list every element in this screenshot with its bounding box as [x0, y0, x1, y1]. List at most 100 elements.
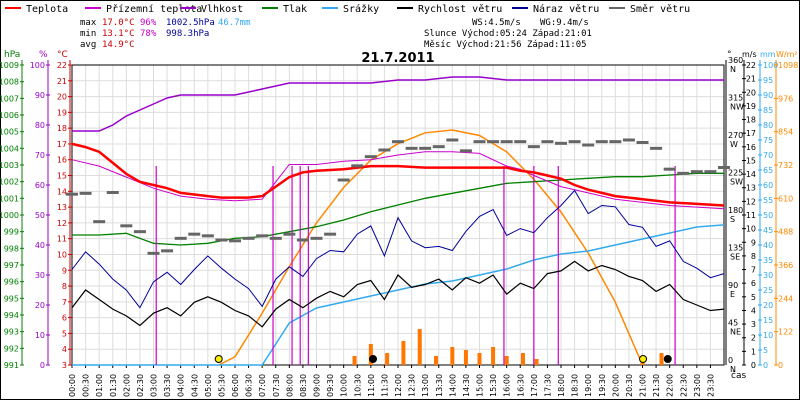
stat-avg-label: avg [80, 40, 96, 50]
wind-dir-mark-8 [174, 236, 187, 240]
axis-x-label-9: 04:30 [190, 374, 199, 397]
wind-dir-mark-26 [419, 146, 432, 150]
axis-hpa-label-16: 1007 [0, 94, 19, 103]
axis-ms-label-6: 6 [751, 279, 756, 288]
legend-label-0: Teplota [26, 4, 68, 15]
axis-dir-side-1: NE [730, 328, 741, 337]
series-pressure [72, 172, 724, 246]
axis-dir-side-5: SW [730, 178, 743, 187]
axis-ms-label-17: 17 [746, 129, 756, 138]
axis-x-label-38: 19:00 [584, 374, 593, 397]
axis-x-label-0: 00:00 [68, 374, 77, 397]
axis-mm-label-17: 85 [763, 106, 773, 115]
wind-dir-mark-28 [446, 138, 459, 142]
axis-x-label-29: 14:30 [462, 374, 471, 397]
axis-dir-label-1: 45 [728, 319, 738, 328]
axis-x-label-13: 06:30 [245, 374, 254, 397]
axis-degc-label-14: 17 [57, 140, 67, 149]
axis-x-label-3: 01:30 [109, 374, 118, 397]
wind-dir-mark-48 [718, 166, 730, 169]
axis-wm2-label-9: 1098 [778, 61, 798, 70]
axis-dir-side-8: N [730, 65, 736, 74]
axis-dir-unit: ° [727, 50, 732, 60]
axis-wm2-label-7: 854 [778, 128, 793, 137]
axis-mm-label-8: 40 [763, 241, 773, 250]
wind-dir-mark-25 [405, 146, 418, 150]
stat-max-press: 1002.5hPa [166, 18, 215, 28]
axis-ms-label-21: 21 [746, 75, 756, 84]
axis-ms-label-9: 9 [751, 238, 756, 247]
marker-sunset [639, 355, 648, 363]
rain-bar-0 [352, 356, 357, 365]
axis-mm-label-13: 65 [763, 166, 773, 175]
axis-ms-label-11: 11 [746, 211, 756, 220]
legend-label-5: Rychlost větru [418, 3, 502, 15]
axis-dir-label-6: 270 [728, 131, 743, 140]
chart-title: 21.7.2011 [361, 51, 434, 66]
wind-dir-mark-9 [188, 232, 201, 236]
axis-x-label-15: 07:30 [272, 374, 281, 397]
axes: hPa9919929939949959969979989991000100110… [0, 50, 798, 397]
axis-hpa-label-9: 1000 [0, 211, 19, 220]
axis-x-label-17: 08:30 [299, 374, 308, 397]
axis-pct-label-8: 80 [35, 121, 45, 130]
axis-x-label-34: 17:00 [530, 374, 539, 397]
wind-dir-mark-3 [106, 191, 119, 194]
series-solar [218, 129, 644, 366]
wind-dir-mark-0 [66, 192, 78, 196]
wind-dir-mark-33 [514, 140, 527, 144]
axis-wm2-label-4: 488 [778, 228, 793, 237]
legend-label-7: Směr větru [630, 3, 690, 15]
axis-dir-side-7: NW [730, 103, 744, 112]
stat-max-label: max [80, 18, 97, 28]
axis-pct-label-5: 50 [35, 211, 45, 220]
wind-dir-mark-40 [609, 140, 622, 144]
axis-mm-label-1: 5 [763, 346, 768, 355]
wind-dir-mark-24 [392, 140, 404, 144]
axis-hpa-label-4: 995 [4, 294, 19, 303]
wind-dir-mark-10 [201, 234, 214, 238]
axis-x-label-28: 14:00 [448, 374, 457, 397]
marker-sunrise [214, 355, 223, 363]
axis-degc-label-11: 14 [57, 187, 67, 196]
axis-degc-label-15: 18 [57, 124, 67, 133]
stat-min-label: min [80, 29, 96, 39]
axis-wm2-label-1: 122 [778, 328, 793, 337]
stat-min-hum: 78% [140, 29, 157, 39]
stat-max-rain: 46.7mm [218, 18, 251, 28]
axis-pct-label-2: 20 [35, 301, 45, 310]
axis-degc-label-0: 3 [62, 361, 67, 370]
axis-dir-side-3: SE [730, 253, 740, 262]
axis-mm-label-18: 90 [763, 91, 773, 100]
axis-degc-label-7: 10 [57, 250, 67, 259]
axis-pct-label-1: 10 [35, 331, 45, 340]
axis-ms-label-14: 14 [746, 170, 756, 179]
wind-dir-mark-41 [622, 138, 635, 142]
wind-dir-mark-17 [296, 238, 309, 242]
axis-degc-label-17: 20 [57, 93, 67, 102]
axis-hpa-label-12: 1003 [0, 161, 19, 170]
axis-degc-label-9: 12 [57, 219, 67, 228]
axis-degc-label-19: 22 [57, 61, 67, 70]
wind-dir-mark-12 [229, 239, 241, 243]
axis-dir-label-2: 90 [728, 281, 738, 290]
axis-hpa-label-3: 994 [4, 311, 19, 320]
axis-mm-label-0: 0 [763, 361, 768, 370]
axis-x-unit: čas [731, 370, 746, 381]
axis-ms-label-22: 22 [746, 61, 756, 70]
rain-bar-1 [368, 344, 373, 365]
axis-x-label-30: 15:00 [476, 374, 485, 397]
legend-label-2: Vlhkost [201, 4, 243, 15]
rain-bar-7 [463, 350, 468, 365]
axis-mm-unit: mm [760, 50, 776, 59]
axis-degc-label-8: 11 [57, 235, 67, 244]
axis-degc-label-5: 8 [62, 282, 67, 291]
axis-pct-label-7: 70 [35, 151, 45, 160]
axis-hpa-label-18: 1009 [0, 61, 19, 70]
rain-bar-6 [450, 347, 455, 365]
plot-area [66, 76, 730, 366]
axis-ms-label-10: 10 [746, 225, 756, 234]
axis-mm-label-9: 45 [763, 226, 773, 235]
wind-dir-mark-14 [256, 234, 269, 238]
rain-bar-2 [385, 353, 390, 365]
